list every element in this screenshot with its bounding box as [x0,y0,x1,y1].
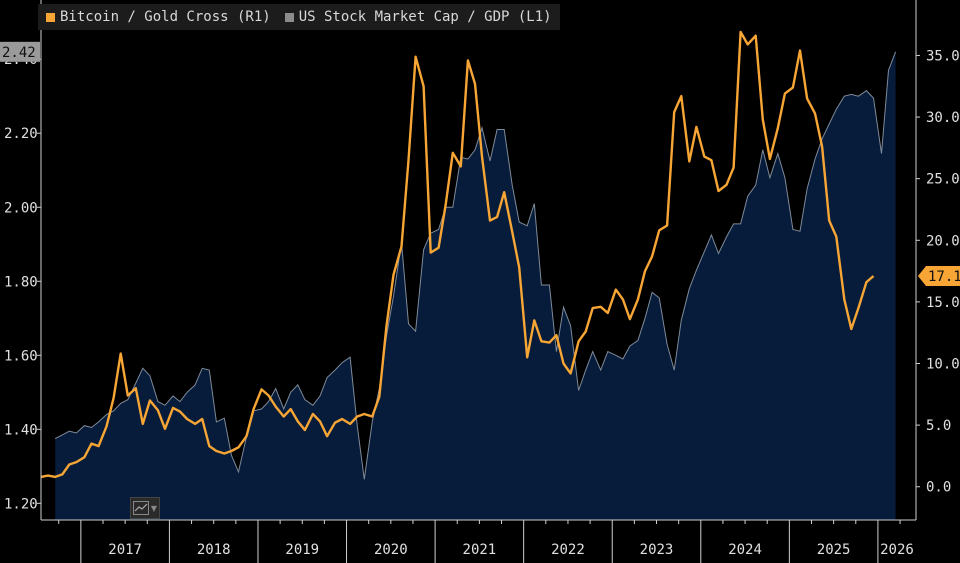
line-chart-icon [132,501,149,515]
right-tick-label: 0.0 [926,480,951,496]
right-tick-label: 25.0 [926,172,960,188]
x-tick-label: 2025 [817,542,851,558]
x-tick-label: 2024 [728,542,762,558]
left-tick-label: 1.60 [4,348,38,364]
x-tick-label: 2020 [374,542,408,558]
market-cap-gdp-line [54,51,897,480]
left-last-value-label: 2.42 [2,45,36,61]
line-layer [40,30,875,479]
x-tick-label: 2019 [285,542,319,558]
x-tick-label: 2022 [551,542,585,558]
left-tick-label: 2.20 [4,126,38,142]
legend-label: Bitcoin / Gold Cross (R1) [60,9,271,25]
right-tick-label: 30.0 [926,110,960,126]
left-tick-label: 2.00 [4,200,38,216]
tick-labels: 1.201.401.601.802.002.202.400.05.010.015… [4,48,960,558]
bitcoin-gold-line [40,30,875,479]
legend-item-bitcoin-gold[interactable]: Bitcoin / Gold Cross (R1) [46,9,271,25]
chevron-down-icon: ▼ [150,503,158,513]
right-tick-label: 5.0 [926,418,951,434]
left-last-value-tag [0,41,40,62]
x-tick-label: 2017 [108,542,142,558]
legend: Bitcoin / Gold Cross (R1) US Stock Marke… [38,4,560,30]
chart-type-button[interactable]: ▼ [130,497,160,519]
last-value-tags: 2.42 17.1 [0,41,960,287]
legend-swatch-orange [46,12,55,22]
x-tick-label: 2026 [880,542,914,558]
right-tick-label: 35.0 [926,48,960,64]
right-last-value-tag [918,266,960,287]
left-tick-label: 1.20 [4,496,38,512]
right-last-value-label: 17.1 [928,269,960,285]
legend-item-market-cap-gdp[interactable]: US Stock Market Cap / GDP (L1) [284,9,552,25]
x-tick-label: 2023 [640,542,674,558]
left-tick-label: 1.40 [4,422,38,438]
x-tick-label: 2021 [463,542,497,558]
area-layer [54,51,897,521]
right-tick-label: 15.0 [926,295,960,311]
left-tick-label: 1.80 [4,274,38,290]
legend-label: US Stock Market Cap / GDP (L1) [298,9,552,25]
right-tick-label: 10.0 [926,357,960,373]
market-cap-gdp-area [55,51,896,521]
legend-swatch-grey [284,12,294,22]
axes [37,0,920,563]
right-tick-label: 20.0 [926,233,960,249]
x-tick-label: 2018 [197,542,231,558]
